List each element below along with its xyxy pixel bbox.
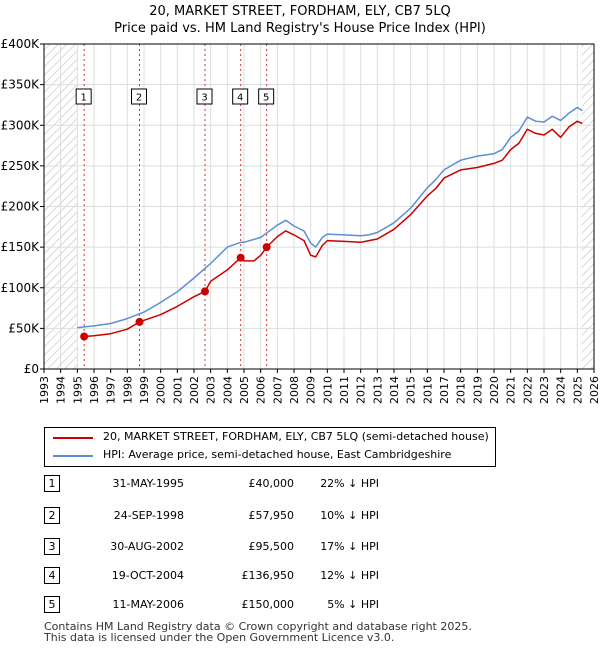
sale-number: 3 [44, 538, 60, 555]
property-line [84, 120, 583, 338]
y-tick-label: £0 [24, 362, 39, 376]
sale-hpi-diff: 10% ↓ HPI [320, 509, 379, 522]
y-tick-label: £400K [1, 37, 41, 51]
sale-date: 31-MAY-1995 [112, 477, 184, 490]
legend: 20, MARKET STREET, FORDHAM, ELY, CB7 5LQ… [44, 427, 496, 467]
y-tick-label: £250K [1, 159, 41, 173]
sale-badge [75, 88, 92, 105]
x-tick-label: 2004 [221, 376, 234, 404]
x-tick-label: 2017 [438, 376, 451, 404]
x-tick-label: 2020 [488, 376, 501, 404]
x-tick-label: 2022 [521, 376, 534, 404]
legend-property-swatch [53, 437, 93, 439]
x-tick-label: 2003 [205, 376, 218, 404]
x-tick-label: 2015 [405, 376, 418, 404]
sale-point [236, 253, 245, 262]
sale-hpi-diff: 22% ↓ HPI [320, 477, 379, 490]
table-row: 4 19-OCT-2004 £136,950 12% ↓ HPI [44, 567, 484, 585]
x-tick-label: 2021 [505, 376, 518, 404]
table-row: 1 31-MAY-1995 £40,000 22% ↓ HPI [44, 475, 484, 493]
sale-badge-label: 4 [237, 93, 243, 104]
sale-point [80, 332, 89, 341]
sale-price: £40,000 [248, 477, 295, 490]
hpi-line [77, 106, 583, 329]
sale-hpi-diff: 5% ↓ HPI [327, 598, 379, 611]
sale-badge [258, 88, 275, 105]
footer-line-1: Contains HM Land Registry data © Crown c… [44, 620, 472, 633]
sale-badge-label: 5 [263, 93, 269, 104]
sale-number: 2 [44, 507, 60, 524]
x-tick-label: 2011 [338, 376, 351, 404]
x-tick-label: 2014 [388, 376, 401, 404]
chart-subtitle: Price paid vs. HM Land Registry's House … [114, 21, 486, 36]
x-tick-label: 2007 [271, 376, 284, 404]
sale-price: £57,950 [248, 509, 295, 522]
sale-price: £150,000 [241, 598, 295, 611]
table-row: 2 24-SEP-1998 £57,950 10% ↓ HPI [44, 507, 484, 525]
sale-number: 4 [44, 567, 60, 584]
x-tick-label: 1993 [38, 376, 51, 404]
x-tick-label: 1995 [71, 376, 84, 404]
x-tick-label: 1999 [138, 376, 151, 404]
x-tick-label: 1996 [88, 376, 101, 404]
sale-date: 19-OCT-2004 [111, 569, 184, 582]
y-tick-label: £200K [1, 200, 41, 214]
legend-hpi-label: HPI: Average price, semi-detached house,… [103, 448, 452, 461]
sale-price: £95,500 [248, 540, 295, 553]
table-row: 3 30-AUG-2002 £95,500 17% ↓ HPI [44, 538, 484, 556]
price-chart: 1993 1994 1995 1996 1997 1998 1999 2000 2001 2002… [1, 37, 600, 404]
legend-hpi-swatch [53, 455, 93, 457]
x-tick-label: 2025 [571, 376, 584, 404]
y-tick-label: £300K [1, 118, 41, 132]
y-tick-label: £350K [1, 78, 41, 92]
x-tick-label: 2019 [471, 376, 484, 404]
footer-line-2: This data is licensed under the Open Gov… [44, 631, 395, 644]
sale-badge [131, 88, 147, 105]
sale-price: £136,950 [241, 569, 295, 582]
table-row: 5 11-MAY-2006 £150,000 5% ↓ HPI [44, 596, 484, 614]
x-tick-label: 2000 [155, 376, 168, 404]
sale-point [262, 243, 271, 252]
x-tick-label: 2026 [588, 376, 600, 404]
y-tick-label: £150K [1, 240, 41, 254]
legend-property-label: 20, MARKET STREET, FORDHAM, ELY, CB7 5LQ… [103, 430, 489, 443]
x-tick-label: 1994 [55, 376, 68, 404]
sale-badge [232, 88, 249, 105]
x-tick-label: 2001 [171, 376, 184, 404]
sale-badge-label: 2 [136, 93, 142, 104]
x-tick-label: 2010 [321, 376, 334, 404]
x-tick-label: 2005 [238, 376, 251, 404]
sale-badge [196, 88, 213, 105]
x-tick-label: 2012 [355, 376, 368, 404]
y-tick-label: £50K [8, 321, 40, 335]
x-tick-label: 2016 [421, 376, 434, 404]
footer-attribution: Contains HM Land Registry data © Crown c… [44, 621, 472, 643]
y-tick-label: £100K [1, 281, 41, 295]
x-tick-label: 2023 [538, 376, 551, 404]
sale-badge-label: 1 [80, 93, 86, 104]
sale-point [201, 287, 209, 296]
sale-point [135, 317, 144, 326]
chart-title: 20, MARKET STREET, FORDHAM, ELY, CB7 5LQ [149, 4, 451, 19]
sale-date: 11-MAY-2006 [112, 598, 184, 611]
x-tick-label: 1998 [121, 376, 134, 404]
sale-hpi-diff: 17% ↓ HPI [320, 540, 379, 553]
sale-hpi-diff: 12% ↓ HPI [320, 569, 379, 582]
sale-badge-label: 3 [201, 93, 207, 104]
x-tick-label: 1997 [105, 376, 118, 404]
x-tick-label: 2008 [288, 376, 301, 404]
x-tick-label: 2024 [555, 376, 568, 404]
x-tick-label: 2006 [255, 376, 268, 404]
x-tick-label: 2013 [371, 376, 384, 404]
sale-number: 1 [44, 475, 60, 492]
sale-date: 30-AUG-2002 [110, 540, 184, 553]
sale-date: 24-SEP-1998 [113, 509, 184, 522]
x-tick-label: 2009 [305, 376, 318, 404]
x-tick-label: 2002 [188, 376, 201, 404]
x-tick-label: 2018 [455, 376, 468, 404]
sale-number: 5 [44, 596, 60, 613]
